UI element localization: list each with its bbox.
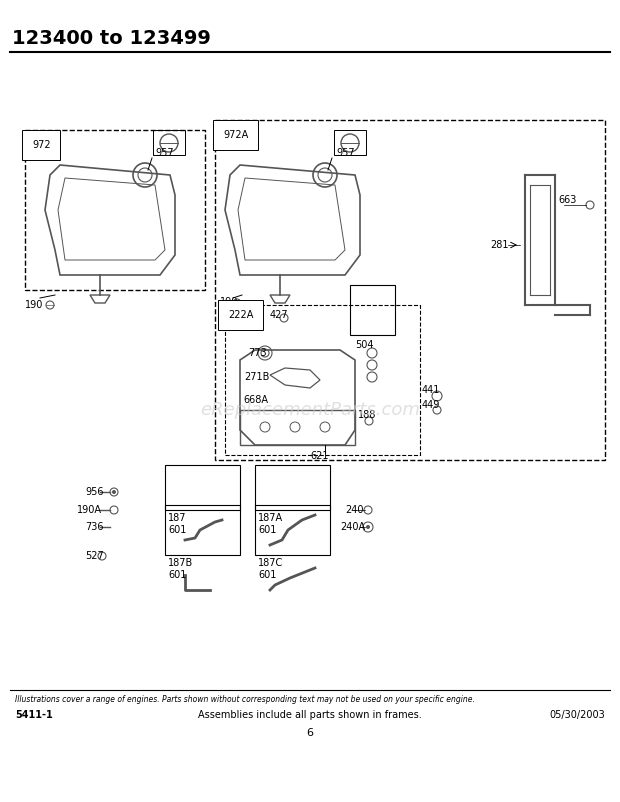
Bar (350, 285, 395, 335)
Text: 504: 504 (355, 340, 373, 350)
Text: 188: 188 (358, 410, 376, 420)
Text: 972: 972 (32, 140, 51, 150)
Text: 668A: 668A (243, 395, 268, 405)
Text: 187A: 187A (258, 513, 283, 523)
Text: 5411-1: 5411-1 (15, 710, 53, 720)
Text: eReplacementParts.com: eReplacementParts.com (200, 401, 420, 419)
Text: 222A: 222A (228, 310, 254, 320)
Text: 601: 601 (169, 570, 187, 580)
Text: 449: 449 (422, 400, 440, 410)
Text: 240: 240 (345, 505, 363, 515)
Text: 441: 441 (422, 385, 440, 395)
Circle shape (366, 525, 370, 529)
Text: 190A: 190A (77, 505, 102, 515)
Bar (255, 505, 330, 555)
Text: 736: 736 (85, 522, 104, 532)
Text: 957: 957 (155, 148, 174, 158)
Text: 663: 663 (558, 195, 577, 205)
Text: 601: 601 (259, 570, 277, 580)
Text: Assemblies include all parts shown in frames.: Assemblies include all parts shown in fr… (198, 710, 422, 720)
Text: 956: 956 (85, 487, 104, 497)
Text: 187C: 187C (258, 558, 283, 568)
Text: 427: 427 (270, 310, 289, 320)
Text: 773: 773 (248, 348, 267, 358)
Circle shape (112, 490, 116, 494)
Bar (255, 465, 330, 510)
Bar (334, 130, 366, 155)
Text: Illustrations cover a range of engines. Parts shown without corresponding text m: Illustrations cover a range of engines. … (15, 695, 475, 704)
Text: 972A: 972A (223, 130, 248, 140)
Text: 601: 601 (259, 525, 277, 535)
Text: 187: 187 (168, 513, 187, 523)
Text: 957: 957 (336, 148, 355, 158)
Bar (165, 505, 240, 555)
Bar (153, 130, 185, 155)
Text: 05/30/2003: 05/30/2003 (549, 710, 605, 720)
Text: 187B: 187B (168, 558, 193, 568)
Text: 240A: 240A (340, 522, 365, 532)
Text: 6: 6 (306, 728, 314, 738)
Text: 527: 527 (85, 551, 104, 561)
Bar (165, 465, 240, 510)
Text: 190: 190 (220, 297, 238, 307)
Text: 281: 281 (490, 240, 508, 250)
Text: 601: 601 (169, 525, 187, 535)
Text: 271B: 271B (244, 372, 269, 382)
Text: 190: 190 (25, 300, 43, 310)
Text: 621: 621 (310, 451, 329, 461)
Text: 123400 to 123499: 123400 to 123499 (12, 29, 211, 47)
